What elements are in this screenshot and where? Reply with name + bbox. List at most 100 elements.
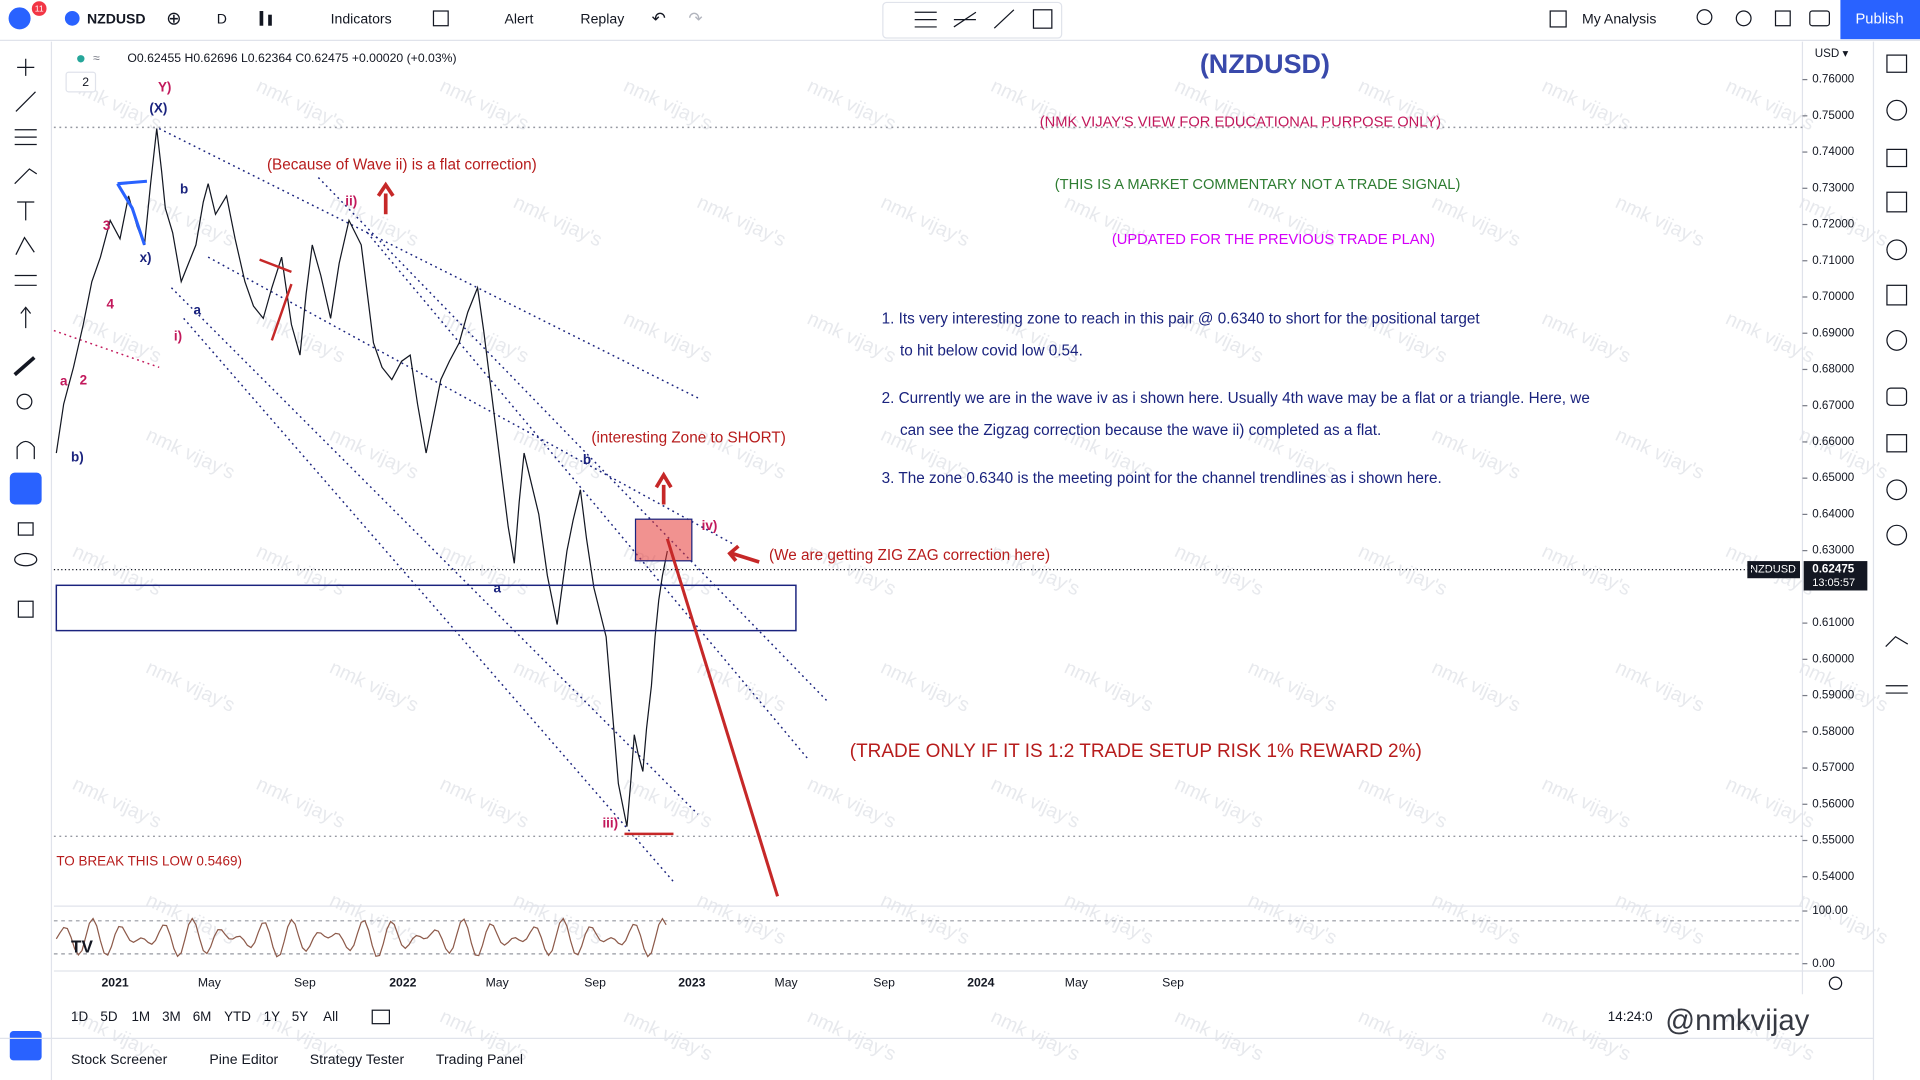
range-bar: 14:24:0 @nmkvijay 1D 5D 1M 3M 6M YTD 1Y 5Y All bbox=[71, 1004, 1810, 1037]
wave-label: ii) bbox=[345, 194, 357, 209]
range-button[interactable]: 3M bbox=[162, 1009, 181, 1024]
price-tick-label: 0.74000 bbox=[1812, 145, 1855, 158]
forecast-tool[interactable] bbox=[14, 274, 37, 286]
clock: 14:24:0 bbox=[1608, 1009, 1653, 1024]
icon[interactable] bbox=[993, 9, 1015, 29]
range-button[interactable]: 5Y bbox=[292, 1009, 308, 1024]
price-tick-label: 0.70000 bbox=[1812, 290, 1855, 303]
range-button[interactable]: YTD bbox=[224, 1009, 251, 1024]
price-tick-label: 0.63000 bbox=[1812, 544, 1855, 557]
indicator-count[interactable]: 2 bbox=[82, 75, 89, 89]
object-tree[interactable] bbox=[9, 1031, 42, 1061]
support-box bbox=[55, 584, 797, 632]
camera-icon[interactable] bbox=[1809, 10, 1830, 27]
price-tick-label: 0.58000 bbox=[1812, 725, 1855, 738]
indicators[interactable]: Indicators bbox=[331, 10, 392, 26]
pattern-tool[interactable] bbox=[15, 236, 35, 255]
icon[interactable] bbox=[953, 11, 977, 28]
brush-tool[interactable] bbox=[14, 168, 38, 185]
legend-sep: ≈ bbox=[93, 51, 100, 65]
streams-icon[interactable] bbox=[1886, 434, 1908, 453]
short-zone bbox=[634, 518, 693, 562]
eye-tool[interactable] bbox=[14, 552, 38, 567]
active-tool[interactable] bbox=[9, 472, 42, 505]
calendar-icon[interactable] bbox=[1886, 284, 1908, 306]
chat-icon[interactable] bbox=[1886, 387, 1908, 406]
disclaimer: (NMK VIJAY'S VIEW FOR EDUCATIONAL PURPOS… bbox=[1040, 114, 1441, 130]
notifications-icon[interactable] bbox=[1886, 524, 1908, 546]
redo[interactable]: ↷ bbox=[688, 8, 702, 28]
help-icon[interactable] bbox=[1886, 479, 1908, 501]
zigzag-label: (We are getting ZIG ZAG correction here) bbox=[769, 547, 1050, 564]
tab[interactable]: Stock Screener bbox=[71, 1051, 168, 1067]
avatar[interactable] bbox=[8, 7, 31, 30]
osc-tick-label: 0.00 bbox=[1812, 957, 1835, 970]
time-label: Sep bbox=[1162, 975, 1184, 989]
tab[interactable]: Pine Editor bbox=[209, 1051, 278, 1067]
undo[interactable]: ↶ bbox=[652, 8, 666, 28]
interval[interactable]: D bbox=[217, 10, 227, 26]
replay[interactable]: Replay bbox=[580, 10, 625, 26]
indicator-toggle[interactable] bbox=[65, 71, 97, 93]
data-icon[interactable] bbox=[1886, 191, 1908, 213]
text-tool[interactable] bbox=[17, 201, 35, 221]
ideas-icon[interactable] bbox=[1886, 330, 1908, 351]
range-button[interactable]: 5D bbox=[100, 1009, 117, 1024]
range-button[interactable]: 1D bbox=[71, 1009, 88, 1024]
range-button[interactable]: 1M bbox=[131, 1009, 150, 1024]
channel-line bbox=[53, 329, 160, 369]
trash-tool[interactable] bbox=[17, 600, 34, 618]
trading-icon[interactable] bbox=[1885, 635, 1909, 647]
magnet-tool[interactable] bbox=[16, 440, 35, 460]
commentary: (THIS IS A MARKET COMMENTARY NOT A TRADE… bbox=[1055, 177, 1461, 193]
lock-tool[interactable] bbox=[17, 522, 34, 536]
range-button[interactable]: All bbox=[323, 1009, 338, 1024]
price-tick-label: 0.61000 bbox=[1812, 616, 1855, 629]
ohlc: O0.62455 H0.62696 L0.62364 C0.62475 +0.0… bbox=[127, 51, 456, 65]
price-tick-label: 0.75000 bbox=[1812, 109, 1855, 122]
time-label: 2021 bbox=[101, 975, 128, 989]
top-toolbar: 11 NZDUSD ⊕ D Indicators Alert Replay ↶ … bbox=[0, 0, 1920, 42]
candle-icon bbox=[268, 14, 272, 26]
range-button[interactable]: 6M bbox=[193, 1009, 212, 1024]
range-button[interactable]: 1Y bbox=[264, 1009, 280, 1024]
price-tick-label: 0.68000 bbox=[1812, 363, 1855, 376]
settings-icon[interactable] bbox=[1735, 10, 1752, 27]
osc-tick-label: 100.00 bbox=[1812, 904, 1848, 917]
time-label: 2024 bbox=[967, 975, 994, 989]
alerts-icon[interactable] bbox=[1886, 99, 1908, 121]
symbol[interactable]: NZDUSD bbox=[87, 10, 146, 26]
countdown: 13:05:57 bbox=[1812, 577, 1855, 589]
shape-tool[interactable] bbox=[20, 306, 32, 329]
layout-name[interactable]: My Analysis bbox=[1582, 10, 1656, 26]
news-icon[interactable] bbox=[1886, 148, 1908, 168]
axis-settings[interactable] bbox=[1828, 976, 1843, 990]
tab[interactable]: Trading Panel bbox=[436, 1051, 523, 1067]
search-icon[interactable] bbox=[1696, 9, 1713, 26]
date-range-icon[interactable] bbox=[371, 1009, 390, 1025]
flat-note: (Because of Wave ii) is a flat correctio… bbox=[267, 156, 537, 173]
fib-tool[interactable] bbox=[14, 129, 37, 146]
dom-icon[interactable] bbox=[1885, 685, 1908, 694]
ruler-tool[interactable] bbox=[13, 356, 36, 377]
zoom-tool[interactable] bbox=[16, 393, 33, 410]
alert[interactable]: Alert bbox=[504, 10, 533, 26]
currency[interactable]: USD ▾ bbox=[1815, 47, 1849, 60]
note: 2. Currently we are in the wave iv as i … bbox=[882, 390, 1590, 407]
add-symbol[interactable]: ⊕ bbox=[166, 7, 181, 28]
tab[interactable]: Strategy Tester bbox=[310, 1051, 405, 1067]
icon[interactable] bbox=[1032, 9, 1053, 29]
publish[interactable]: Publish bbox=[1856, 11, 1904, 27]
templates-icon[interactable] bbox=[432, 10, 449, 27]
price-tick-label: 0.60000 bbox=[1812, 652, 1855, 665]
publish-button[interactable] bbox=[1840, 0, 1920, 40]
candle-icon[interactable] bbox=[259, 11, 264, 26]
checkbox[interactable] bbox=[1549, 10, 1567, 28]
hotlist-icon[interactable] bbox=[1886, 239, 1908, 261]
fullscreen-icon[interactable] bbox=[1774, 10, 1791, 27]
arrow-up bbox=[654, 471, 673, 505]
watchlist-icon[interactable] bbox=[1886, 54, 1908, 73]
cross-tool[interactable] bbox=[17, 58, 35, 76]
line-tool[interactable] bbox=[15, 91, 36, 112]
